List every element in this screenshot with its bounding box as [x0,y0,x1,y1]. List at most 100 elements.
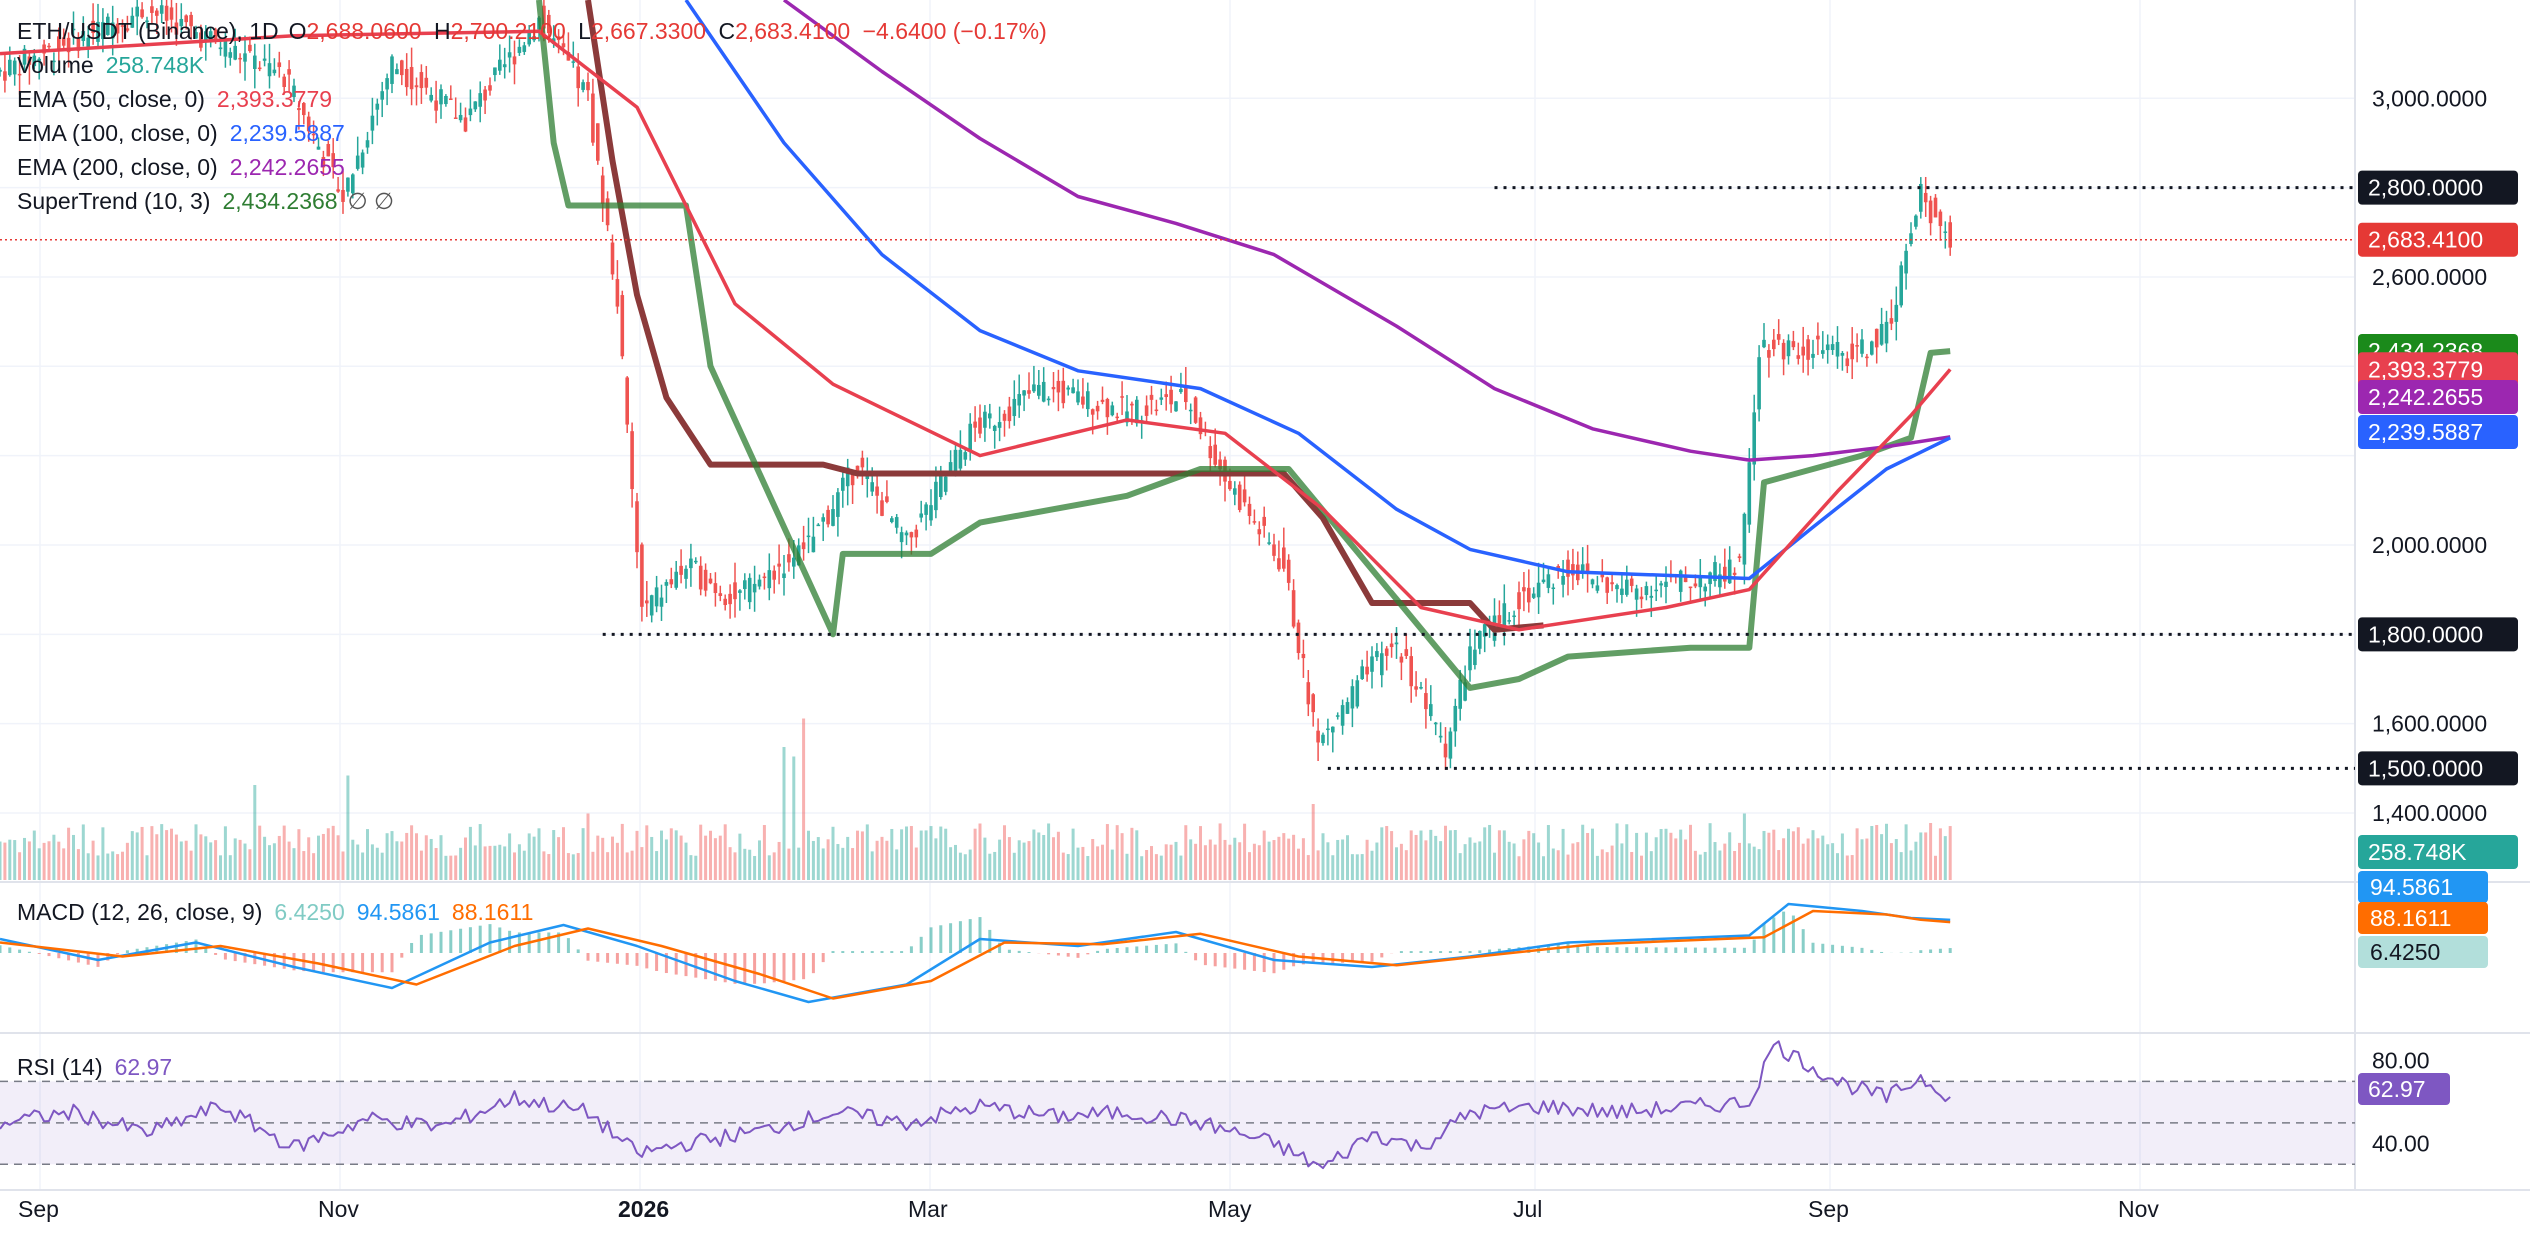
volume-bar [145,855,149,880]
candle-body [904,532,909,536]
macd-histogram-bar [1419,951,1423,953]
volume-bar [1899,852,1903,880]
volume-bar [253,785,257,880]
candle-body [1894,304,1899,322]
volume-bar [62,848,66,880]
volume-bar [782,747,786,880]
time-tick-label: Nov [318,1196,359,1222]
volume-bar [792,756,796,880]
volume-bar [841,847,845,880]
volume-bar [268,845,271,880]
candle-body [223,40,228,57]
candle-body [1507,620,1511,622]
volume-bar [473,845,477,880]
volume-bar [1796,827,1800,880]
candle-body [1551,587,1556,590]
candle-body [929,505,933,521]
volume-bar [1831,843,1835,880]
macd-histogram-bar [1076,953,1080,958]
macd-histogram-bar [1801,929,1805,953]
macd-histogram-bar [1811,942,1815,953]
volume-bar [1723,843,1727,880]
volume-bar [1453,829,1457,880]
ema50-value: 2,393.3779 [216,86,333,112]
candle-body [1919,183,1923,212]
candle-body [429,94,433,101]
candle-body [973,421,977,428]
volume-legend[interactable]: Volume 258.748K [17,48,1047,82]
candle-body [1531,593,1536,598]
volume-bar [944,828,948,880]
macd-histogram-bar [811,953,815,974]
volume-bar [1091,839,1095,880]
candle-body [218,47,223,50]
rsi-value: 62.97 [114,1054,173,1080]
ema200-legend[interactable]: EMA (200, close, 0) 2,242.2655 [17,150,1047,184]
volume-bar [380,852,384,880]
volume-bar [1522,839,1526,880]
volume-bar [1370,850,1374,880]
price-tag-label: 2,239.5887 [2368,419,2483,445]
price-tick-label: 3,000.0000 [2372,85,2487,111]
volume-bar [1429,829,1433,880]
volume-bar [723,824,727,880]
macd-legend[interactable]: MACD (12, 26, close, 9) 6.4250 94.5861 88.1… [17,899,545,926]
macd-histogram-bar [674,953,678,975]
rsi-legend[interactable]: RSI (14) 62.97 [17,1054,184,1081]
rsi-line [0,1040,1951,1170]
candle-body [17,73,22,76]
candle-body [738,590,742,593]
candle-body [1306,682,1311,705]
volume-bar [1042,835,1046,880]
candle-body [1605,577,1609,593]
volume-bar [1311,804,1315,880]
volume-bar [67,827,71,880]
volume-bar [1929,823,1933,880]
candle-body [703,569,708,591]
candle-body [37,58,41,61]
rsi-pane [0,1040,2355,1170]
candle-body [282,76,286,88]
rsi-tick-label: 40.00 [2372,1131,2430,1157]
volume-bar [1517,856,1521,880]
candle-body [870,482,874,492]
open-value: 2,688.0600 [306,18,422,44]
candle-body [164,5,169,21]
volume-bar [963,854,967,880]
candle-body [179,18,184,27]
volume-bar [1791,831,1795,880]
macd-histogram-bar [1478,950,1482,953]
volume-bar [811,840,815,880]
volume-bar [1855,828,1859,880]
volume-bar [1870,826,1874,880]
volume-bar [1845,855,1849,880]
change-value: −4.6400 (−0.17%) [862,18,1047,44]
macd-histogram-bar [1262,953,1266,973]
candle-body [561,43,566,48]
price-tag [2358,751,2518,786]
macd-histogram-bar [1870,949,1874,953]
macd-histogram-bar [1625,947,1629,953]
volume-bar [753,855,757,880]
volume-bar [1424,840,1428,880]
macd-histogram-bar [1733,947,1737,953]
volume-bar [998,839,1002,880]
candle-body [669,579,674,585]
candlesticks [0,0,1952,770]
volume-bar [914,847,918,880]
macd-histogram-bar [704,953,708,980]
macd-histogram-bar [1194,953,1198,961]
candle-body [1061,380,1066,404]
macd-histogram-bar [1693,947,1697,953]
ema100-legend[interactable]: EMA (100, close, 0) 2,239.5887 [17,116,1047,150]
candle-body [1718,574,1722,588]
supertrend-legend[interactable]: SuperTrend (10, 3) 2,434.2368 ∅ ∅ [17,184,1047,218]
candle-body [1419,687,1423,689]
volume-bar [503,846,507,880]
volume-bar [1640,855,1643,880]
candle-body [757,579,762,587]
candle-body [605,198,610,226]
volume-bar [611,836,614,880]
ema50-legend[interactable]: EMA (50, close, 0) 2,393.3779 [17,82,1047,116]
